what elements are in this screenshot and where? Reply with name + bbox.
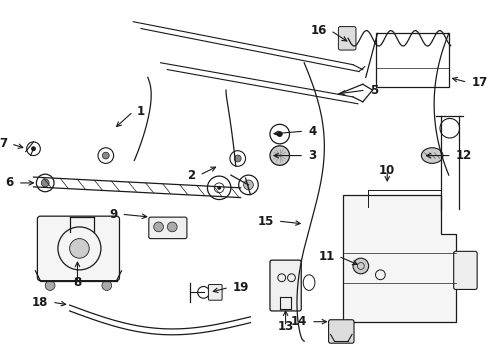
Circle shape (69, 239, 89, 258)
Text: 19: 19 (232, 281, 249, 294)
FancyBboxPatch shape (328, 320, 353, 343)
Text: 16: 16 (310, 24, 326, 37)
Polygon shape (343, 195, 455, 322)
Circle shape (352, 258, 368, 274)
Text: 8: 8 (73, 276, 81, 289)
Circle shape (31, 146, 36, 151)
Text: 15: 15 (257, 215, 273, 228)
Circle shape (234, 155, 241, 162)
Text: 9: 9 (109, 208, 117, 221)
Bar (375, 33, 448, 87)
Circle shape (102, 152, 109, 159)
Circle shape (167, 222, 177, 232)
Text: 14: 14 (290, 315, 306, 328)
FancyBboxPatch shape (269, 260, 301, 311)
FancyBboxPatch shape (453, 251, 476, 289)
Text: 7: 7 (0, 138, 7, 150)
Text: 18: 18 (32, 296, 48, 309)
Circle shape (41, 179, 49, 187)
Circle shape (269, 146, 289, 165)
FancyBboxPatch shape (208, 284, 222, 300)
Text: 3: 3 (307, 149, 316, 162)
Circle shape (217, 186, 221, 190)
Circle shape (102, 281, 111, 291)
Ellipse shape (303, 275, 314, 291)
FancyBboxPatch shape (37, 216, 119, 281)
Circle shape (243, 180, 253, 190)
Text: 6: 6 (6, 176, 14, 189)
Text: 5: 5 (369, 84, 377, 96)
Ellipse shape (421, 148, 442, 163)
FancyBboxPatch shape (338, 27, 355, 50)
Circle shape (45, 281, 55, 291)
Circle shape (153, 222, 163, 232)
Text: 10: 10 (378, 164, 395, 177)
Text: 4: 4 (307, 125, 316, 138)
FancyBboxPatch shape (148, 217, 186, 239)
Text: 12: 12 (455, 149, 471, 162)
Text: 1: 1 (137, 105, 145, 118)
Text: 11: 11 (318, 250, 334, 263)
Text: 2: 2 (187, 168, 195, 181)
Circle shape (276, 131, 282, 137)
Text: 17: 17 (470, 76, 487, 89)
Text: 13: 13 (277, 320, 293, 333)
